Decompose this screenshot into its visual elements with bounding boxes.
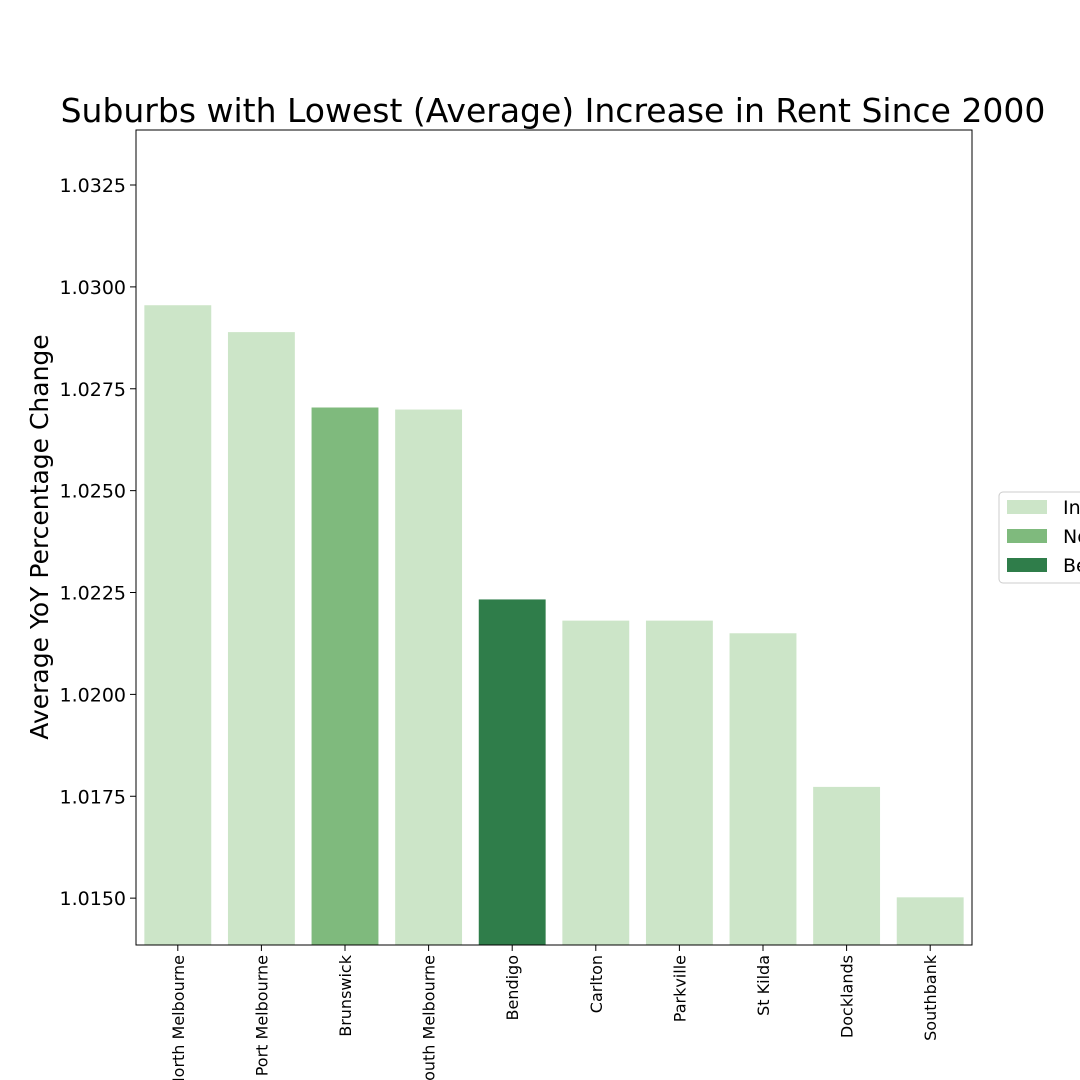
bar xyxy=(645,620,713,945)
bar xyxy=(395,409,463,945)
bar xyxy=(813,786,881,945)
x-tick-label: Port Melbourne xyxy=(252,955,271,1076)
legend-label: Be xyxy=(1063,555,1080,577)
x-tick-label: St Kilda xyxy=(754,955,773,1016)
bar xyxy=(144,305,212,946)
x-tick-label: Southbank xyxy=(921,954,940,1041)
x-tick-label: Carlton xyxy=(587,955,606,1013)
legend-swatch xyxy=(1007,558,1047,572)
x-tick-label: Brunswick xyxy=(336,954,355,1037)
y-axis-label: Average YoY Percentage Change xyxy=(25,334,54,739)
legend: In No Be xyxy=(998,491,1080,584)
plot-area: 1.0150 1.0175 1.0200 1.0225 1.0250 1.0275 1.03… xyxy=(60,175,964,1080)
x-tick-label: North Melbourne xyxy=(169,955,188,1080)
chart-title: Suburbs with Lowest (Average) Increase i… xyxy=(61,91,1046,130)
y-tick-label: 1.0275 xyxy=(60,379,126,401)
bar xyxy=(562,620,630,945)
y-tick-label: 1.0150 xyxy=(60,888,126,910)
bar xyxy=(478,599,546,945)
x-tick-label: Parkville xyxy=(670,955,689,1022)
bar xyxy=(729,633,797,945)
x-tick-label: Bendigo xyxy=(503,955,522,1021)
y-tick-label: 1.0200 xyxy=(60,684,126,706)
x-tick-label: South Melbourne xyxy=(420,955,439,1080)
bar xyxy=(311,407,379,945)
legend-label: No xyxy=(1063,526,1080,548)
y-tick-label: 1.0325 xyxy=(60,175,126,197)
legend-swatch xyxy=(1007,500,1047,514)
y-tick-label: 1.0175 xyxy=(60,786,126,808)
y-tick-label: 1.0225 xyxy=(60,583,126,605)
plot-frame xyxy=(135,129,973,946)
bar xyxy=(227,332,295,945)
legend-swatch xyxy=(1007,529,1047,543)
y-tick-label: 1.0300 xyxy=(60,277,126,299)
y-tick-label: 1.0250 xyxy=(60,481,126,503)
x-tick-label: Docklands xyxy=(838,955,857,1038)
bar xyxy=(896,897,964,945)
legend-label: In xyxy=(1063,497,1080,519)
